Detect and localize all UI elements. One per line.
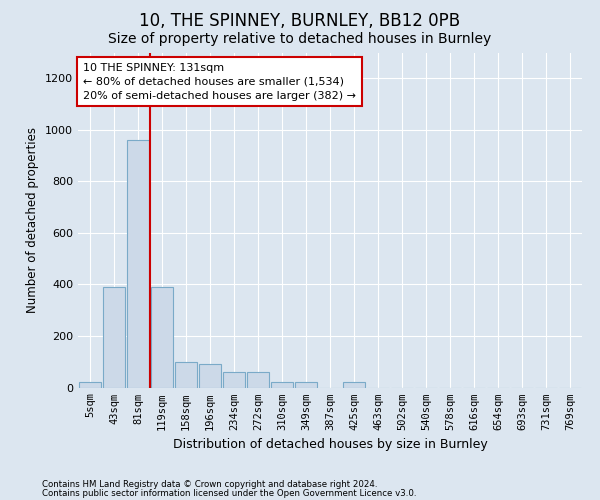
Text: Size of property relative to detached houses in Burnley: Size of property relative to detached ho… [109,32,491,46]
Y-axis label: Number of detached properties: Number of detached properties [26,127,40,313]
Text: 10, THE SPINNEY, BURNLEY, BB12 0PB: 10, THE SPINNEY, BURNLEY, BB12 0PB [139,12,461,30]
Text: 10 THE SPINNEY: 131sqm
← 80% of detached houses are smaller (1,534)
20% of semi-: 10 THE SPINNEY: 131sqm ← 80% of detached… [83,62,356,100]
Bar [247,372,269,388]
Text: Contains public sector information licensed under the Open Government Licence v3: Contains public sector information licen… [42,490,416,498]
Bar [151,287,173,388]
Text: Contains HM Land Registry data © Crown copyright and database right 2024.: Contains HM Land Registry data © Crown c… [42,480,377,489]
Bar [295,382,317,388]
Bar [79,382,101,388]
Bar [103,287,125,388]
Bar [127,140,149,388]
Bar [223,372,245,388]
Bar [343,382,365,388]
Bar [271,382,293,388]
Bar [175,362,197,388]
Bar [199,364,221,388]
X-axis label: Distribution of detached houses by size in Burnley: Distribution of detached houses by size … [173,438,487,451]
